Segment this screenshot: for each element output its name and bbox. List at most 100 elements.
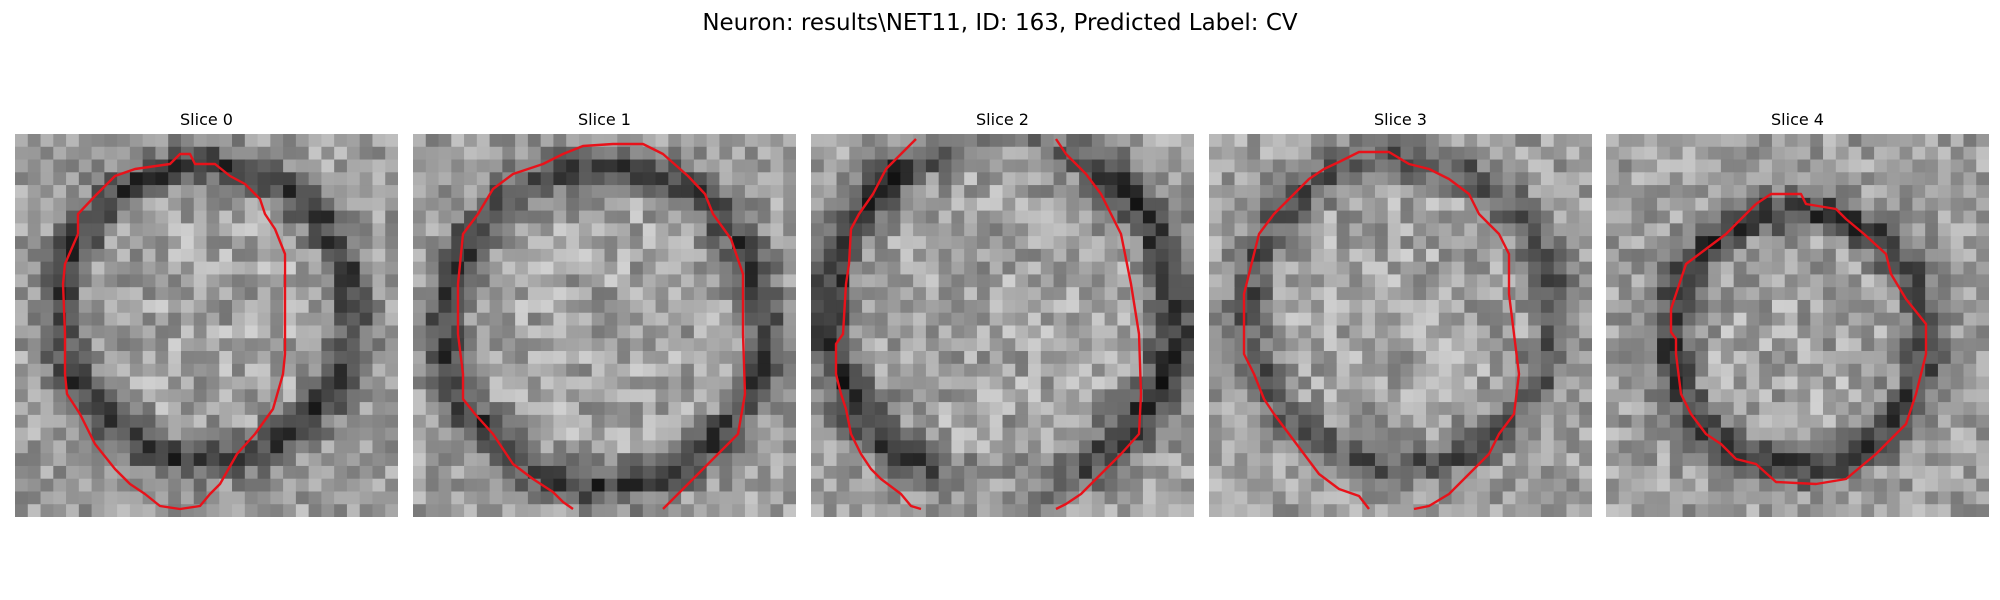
image-pixel xyxy=(668,261,682,276)
image-pixel xyxy=(1168,172,1182,186)
image-pixel xyxy=(1566,389,1580,403)
image-pixel xyxy=(1669,210,1684,224)
image-pixel xyxy=(1848,134,1862,148)
image-pixel xyxy=(744,504,759,517)
image-pixel xyxy=(1695,453,1709,467)
image-pixel xyxy=(706,351,720,365)
image-pixel xyxy=(1823,376,1837,390)
image-pixel xyxy=(425,504,440,517)
image-pixel xyxy=(346,185,361,199)
image-pixel xyxy=(617,351,631,365)
image-pixel xyxy=(681,210,695,224)
image-pixel xyxy=(964,402,978,416)
image-pixel xyxy=(91,248,105,263)
image-pixel xyxy=(27,440,42,454)
image-pixel xyxy=(1810,236,1824,250)
image-pixel xyxy=(1618,146,1633,161)
image-pixel xyxy=(1682,440,1696,454)
image-pixel xyxy=(862,414,876,429)
image-pixel xyxy=(1285,134,1299,148)
image-pixel xyxy=(578,402,593,416)
image-pixel xyxy=(1181,274,1194,288)
image-pixel xyxy=(385,197,398,212)
image-pixel xyxy=(913,325,927,339)
image-pixel xyxy=(1387,210,1402,224)
image-pixel xyxy=(642,389,657,403)
image-pixel xyxy=(1387,261,1402,276)
image-pixel xyxy=(900,210,914,224)
image-pixel xyxy=(1950,325,1965,339)
image-pixel xyxy=(938,185,953,199)
image-pixel xyxy=(630,223,644,237)
image-pixel xyxy=(27,504,42,517)
image-pixel xyxy=(1091,325,1106,339)
image-pixel xyxy=(681,465,695,480)
image-pixel xyxy=(1091,465,1106,480)
image-pixel xyxy=(27,427,42,441)
image-pixel xyxy=(1142,197,1157,212)
image-pixel xyxy=(604,338,618,352)
image-pixel xyxy=(1040,223,1055,237)
image-pixel xyxy=(219,440,233,454)
image-pixel xyxy=(1720,414,1735,429)
image-pixel xyxy=(1835,440,1850,454)
image-pixel xyxy=(155,223,169,237)
image-pixel xyxy=(913,197,927,212)
image-pixel xyxy=(1682,389,1696,403)
image-pixel xyxy=(1168,287,1182,301)
image-pixel xyxy=(823,427,838,441)
image-pixel xyxy=(1142,465,1157,480)
image-pixel xyxy=(553,325,567,339)
slice-image-3 xyxy=(1209,134,1592,517)
image-pixel xyxy=(270,299,284,314)
image-pixel xyxy=(1130,491,1144,505)
image-pixel xyxy=(1079,440,1093,454)
image-pixel xyxy=(1963,172,1977,186)
image-pixel xyxy=(1848,440,1862,454)
image-pixel xyxy=(706,440,720,454)
image-pixel xyxy=(78,465,93,480)
image-pixel xyxy=(1285,210,1299,224)
image-pixel xyxy=(1142,312,1157,327)
image-pixel xyxy=(1272,504,1287,517)
image-pixel xyxy=(1260,465,1274,480)
image-pixel xyxy=(1221,504,1236,517)
image-pixel xyxy=(66,197,80,212)
image-pixel xyxy=(1746,351,1760,365)
image-pixel xyxy=(849,465,863,480)
image-pixel xyxy=(989,172,1004,186)
image-pixel xyxy=(1234,478,1248,493)
image-pixel xyxy=(1950,261,1965,276)
image-pixel xyxy=(1874,478,1888,493)
image-pixel xyxy=(668,453,682,467)
image-pixel xyxy=(938,504,953,517)
image-pixel xyxy=(591,427,606,441)
image-pixel xyxy=(502,414,516,429)
image-pixel xyxy=(1181,312,1194,327)
image-pixel xyxy=(1823,134,1837,148)
image-pixel xyxy=(1464,146,1478,161)
image-pixel xyxy=(811,274,825,288)
image-pixel xyxy=(862,363,876,378)
image-pixel xyxy=(1209,427,1223,441)
image-pixel xyxy=(1963,210,1977,224)
segmentation-contour xyxy=(61,152,287,511)
image-pixel xyxy=(117,299,131,314)
image-pixel xyxy=(540,351,555,365)
image-pixel xyxy=(1234,504,1248,517)
image-pixel xyxy=(1644,325,1658,339)
image-pixel xyxy=(1234,491,1248,505)
image-pixel xyxy=(334,402,348,416)
image-pixel xyxy=(1631,261,1645,276)
image-pixel xyxy=(359,299,374,314)
image-pixel xyxy=(553,261,567,276)
image-pixel xyxy=(1528,274,1542,288)
image-pixel xyxy=(283,465,297,480)
image-pixel xyxy=(1413,427,1427,441)
image-pixel xyxy=(334,338,348,352)
image-pixel xyxy=(1644,478,1658,493)
image-pixel xyxy=(1937,338,1952,352)
image-pixel xyxy=(1336,427,1351,441)
image-pixel xyxy=(489,325,503,339)
image-pixel xyxy=(1168,402,1182,416)
